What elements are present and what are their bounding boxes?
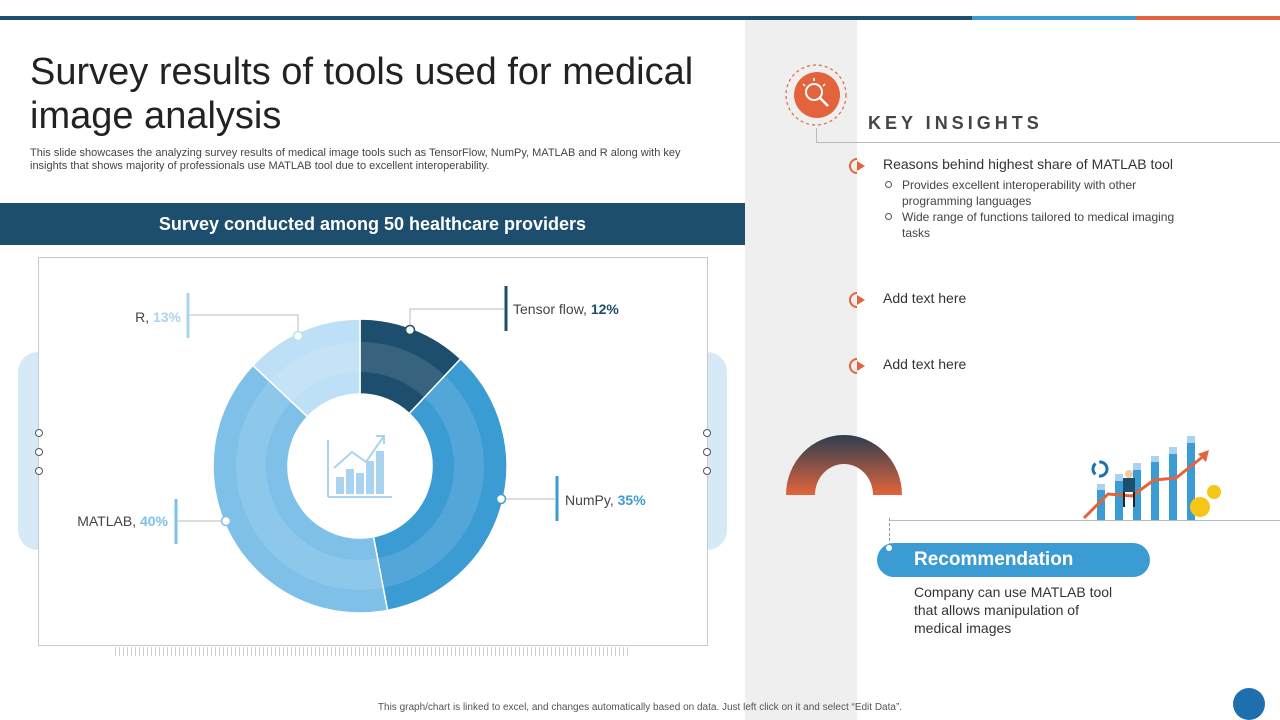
chevron-right-icon: [849, 358, 865, 374]
top-accent-bar-navy: [0, 16, 972, 20]
chart-frame[interactable]: [38, 257, 708, 646]
chevron-right-icon: [849, 158, 865, 174]
hatch-decoration: [115, 647, 630, 656]
frame-handle[interactable]: [35, 467, 43, 475]
recommendation-text: Company can use MATLAB tool that allows …: [914, 584, 1113, 636]
footer-note: This graph/chart is linked to excel, and…: [377, 702, 903, 713]
key-insights-title: KEY INSIGHTS: [868, 113, 1043, 133]
frame-handle[interactable]: [703, 448, 711, 456]
bullet-circle-icon: [885, 213, 892, 220]
insight-bullet: Wide range of functions tailored to medi…: [885, 209, 1175, 241]
chevron-right-icon: [849, 292, 865, 308]
recommendation-divider: [890, 520, 1280, 521]
recommendation-connector: [889, 518, 890, 546]
gray-divider-column: [745, 20, 857, 720]
frame-handle[interactable]: [703, 429, 711, 437]
insight-heading: Reasons behind highest share of MATLAB t…: [883, 156, 1174, 172]
insight-bullets: Provides excellent interoperability with…: [885, 177, 1175, 241]
insight-heading: Add text here: [883, 290, 967, 306]
recommendation-title: Recommendation: [877, 543, 1150, 577]
corner-decoration: [1233, 688, 1265, 720]
page-subtitle: This slide showcases the analyzing surve…: [30, 147, 681, 172]
insight-bullet: Provides excellent interoperability with…: [885, 177, 1175, 209]
top-accent-bar-blue: [972, 16, 1136, 20]
top-accent-bar-orange: [1136, 16, 1280, 20]
survey-banner: Survey conducted among 50 healthcare pro…: [0, 203, 745, 245]
page-title: Survey results of tools used for medical…: [30, 51, 694, 137]
key-insights-divider-tick: [816, 128, 817, 143]
recommendation-dot: [886, 545, 892, 551]
bullet-circle-icon: [885, 181, 892, 188]
key-insights-divider: [816, 142, 1280, 143]
frame-handle[interactable]: [35, 448, 43, 456]
insight-heading: Add text here: [883, 356, 967, 372]
frame-handle[interactable]: [703, 467, 711, 475]
business-growth-illustration: [1082, 436, 1221, 520]
frame-handle[interactable]: [35, 429, 43, 437]
